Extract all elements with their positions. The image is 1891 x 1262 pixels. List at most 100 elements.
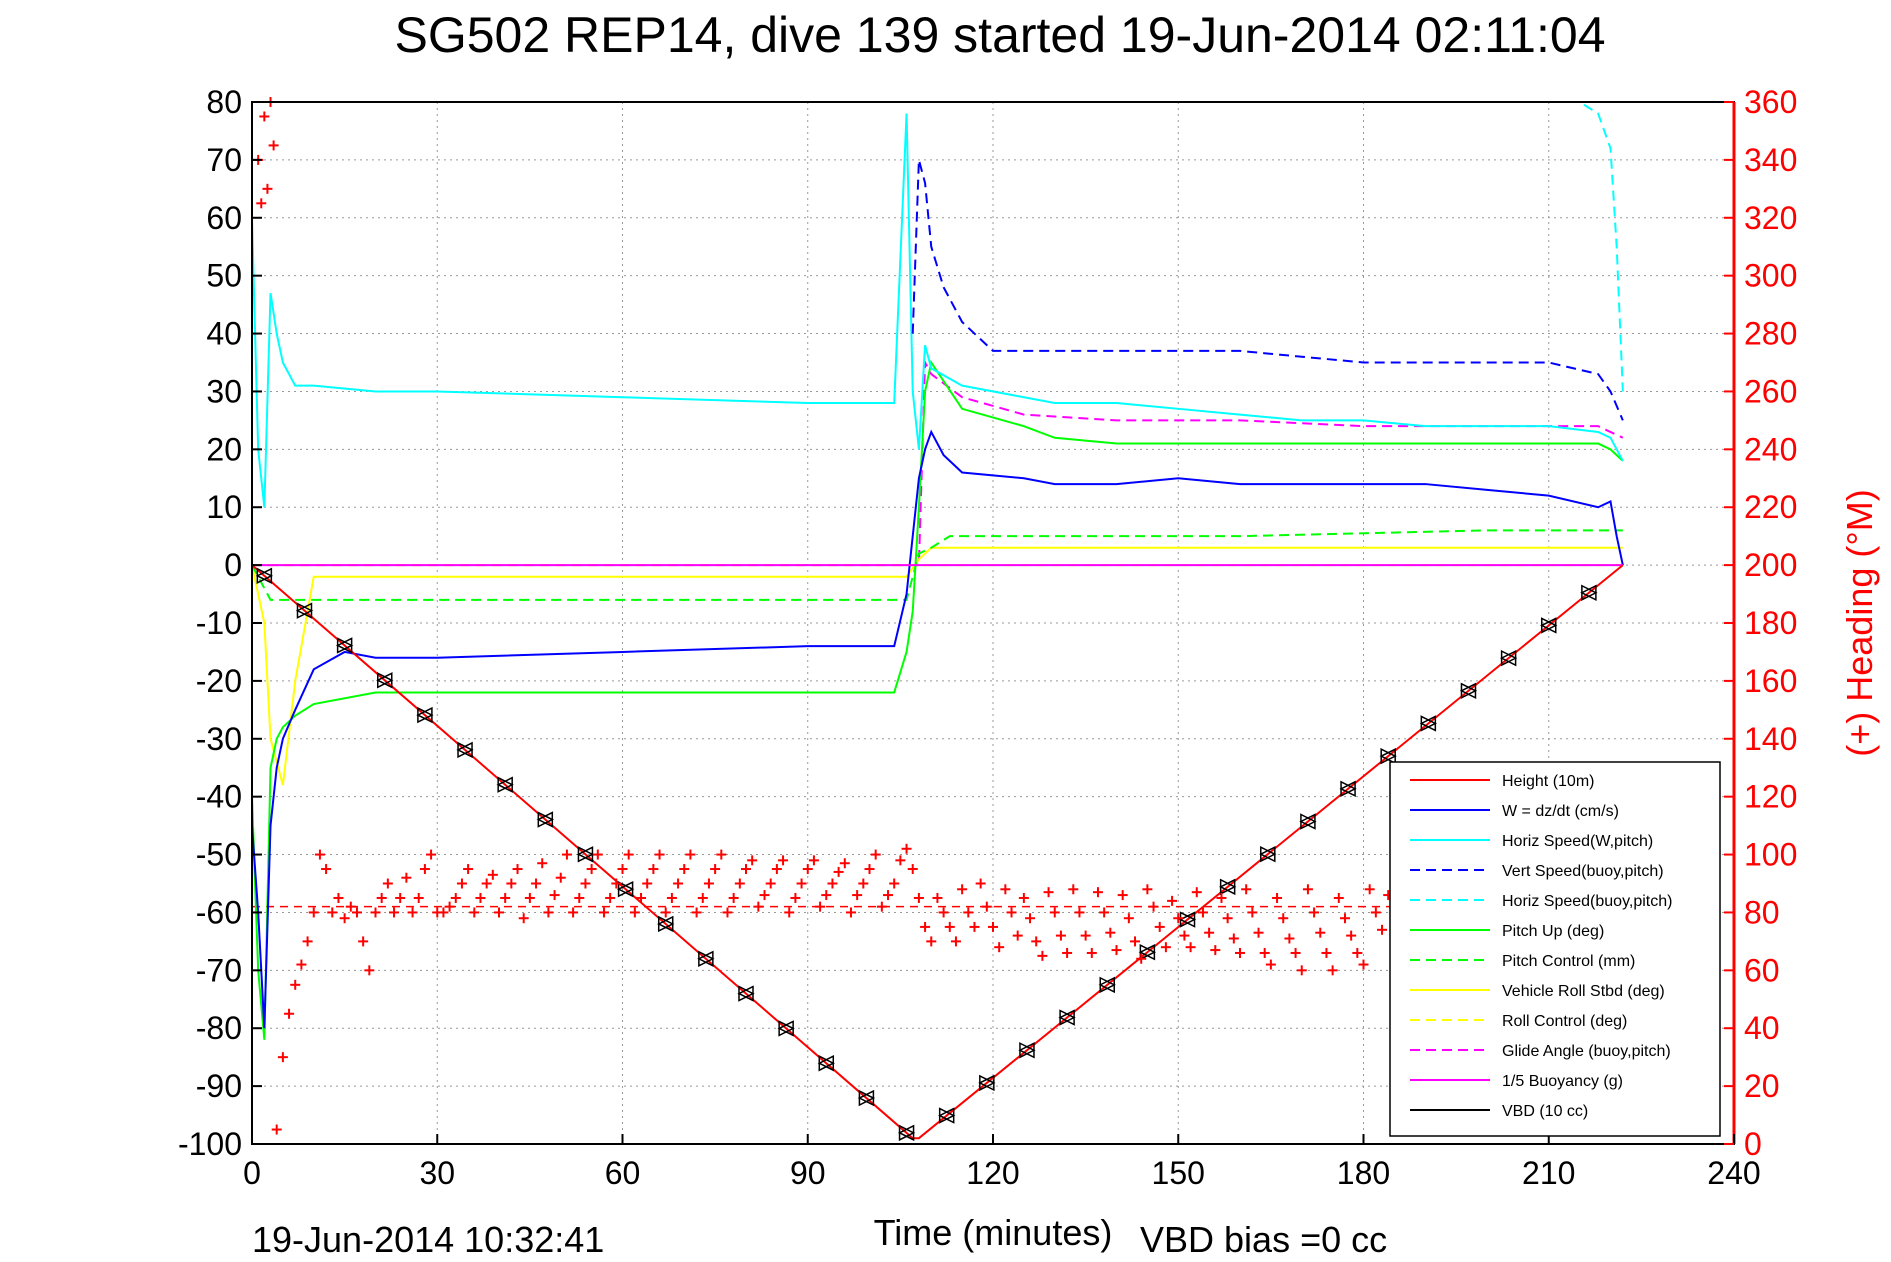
height-marker [295,602,313,619]
y2-tick-label: 80 [1744,894,1780,930]
height-marker [897,1124,915,1142]
legend-label: Roll Control (deg) [1502,1013,1627,1030]
y-tick-label: 20 [206,431,242,467]
y-tick-label: -80 [196,1010,242,1046]
vbd-bias-label: VBD bias =0 cc [1140,1219,1387,1260]
height-marker [576,846,594,863]
y-tick-label: 80 [206,84,242,120]
height-marker [1339,780,1356,798]
y2-tick-label: 320 [1744,200,1797,236]
series-line-horiz-speed-w-pitch [251,113,1624,508]
y2-tick-label: 200 [1744,547,1797,583]
legend: Height (10m) W = dz/dt (cm/s) Horiz Speed(… [1389,761,1721,1137]
height-marker [777,1020,794,1037]
legend-label: Horiz Speed(W,pitch) [1502,833,1653,850]
legend-label: Height (10m) [1502,773,1594,790]
legend-box [1389,761,1721,1137]
x-tick-label: 240 [1707,1155,1760,1191]
x-axis-label: Time (minutes) [874,1212,1113,1253]
height-marker [255,567,273,585]
height-marker [1580,584,1597,601]
y-tick-label: 70 [206,142,242,178]
y-tick-label: -90 [196,1068,242,1104]
y-tick-label: -50 [196,837,242,873]
y2-tick-label: 20 [1744,1068,1780,1104]
x-tick-label: 210 [1522,1155,1575,1191]
height-marker [1499,649,1517,667]
y-tick-label: -20 [196,663,242,699]
height-marker [496,776,513,793]
legend-label: VBD (10 cc) [1502,1103,1588,1120]
height-marker [616,880,634,898]
legend-label: Pitch Up (deg) [1502,923,1604,940]
series-line-vehicle-roll-stbd-deg [251,546,1623,786]
series-line-pitch-up-deg [251,359,1624,1040]
height-marker [1419,715,1437,732]
y2-tick-label: 180 [1744,605,1797,641]
legend-label: W = dz/dt (cm/s) [1502,803,1619,820]
y2-axis-ticks: 3603403203002802602402202001801601401201… [1724,84,1797,1162]
legend-label: Glide Angle (buoy,pitch) [1502,1043,1671,1060]
y2-tick-label: 260 [1744,373,1797,409]
height-marker [1540,617,1557,634]
y-tick-label: 0 [224,547,242,583]
markers-layer [253,97,1598,1142]
height-marker [817,1055,835,1072]
y2-tick-label: 160 [1744,663,1797,699]
height-marker [1299,813,1316,830]
y2-tick-label: 340 [1744,142,1797,178]
height-marker [978,1074,995,1092]
height-marker [416,706,433,724]
y-tick-label: 30 [206,373,242,409]
y-tick-label: -100 [178,1126,242,1162]
y-tick-label: 60 [206,200,242,236]
x-axis-ticks: 0 30 60 90 120 150 180 210 240 [243,1134,1761,1191]
y2-tick-label: 280 [1744,316,1797,352]
y-tick-label: -70 [196,952,242,988]
height-marker [376,672,393,689]
x-tick-label: 0 [243,1155,261,1191]
series-line-w-dz-dt-cm-s [251,429,1624,1029]
y2-tick-label: 60 [1744,952,1780,988]
y-tick-label: -10 [196,605,242,641]
y2-tick-label: 0 [1744,1126,1762,1162]
legend-label: Horiz Speed(buoy,pitch) [1502,893,1672,910]
y-tick-label: 50 [206,258,242,294]
chart-title: SG502 REP14, dive 139 started 19-Jun-201… [394,7,1605,63]
height-marker [1098,976,1115,994]
height-marker [1018,1042,1035,1059]
legend-label: Vehicle Roll Stbd (deg) [1502,983,1665,1000]
height-marker [1379,747,1396,765]
height-marker [335,637,353,654]
series-line-vert-speed-buoy-pitch [911,159,1624,421]
y2-tick-label: 40 [1744,1010,1780,1046]
y-tick-label: 40 [206,316,242,352]
height-marker [1259,845,1276,863]
x-tick-label: 90 [790,1155,826,1191]
height-marker [737,985,754,1002]
y2-tick-label: 300 [1744,258,1797,294]
height-marker [536,811,554,828]
y-tick-label: -40 [196,779,242,815]
y-tick-label: -30 [196,721,242,757]
height-marker [1218,878,1236,896]
height-marker [456,741,473,759]
x-tick-label: 120 [966,1155,1019,1191]
height-marker [857,1089,875,1107]
y-tick-label: -60 [196,894,242,930]
y-axis-ticks: 80 70 60 50 40 30 20 10 0 -10 -20 -30 -40 -50 -60 -70 -8… [178,84,262,1162]
height-marker [657,915,674,933]
y2-tick-label: 140 [1744,721,1797,757]
legend-label: Vert Speed(buoy,pitch) [1502,863,1664,880]
x-tick-label: 30 [419,1155,455,1191]
height-marker [1138,943,1156,961]
y2-tick-label: 240 [1744,431,1797,467]
height-marker [1178,911,1196,928]
y2-axis-label: (+) Heading (°M) [1839,489,1880,756]
height-marker [1058,1009,1075,1026]
x-tick-label: 180 [1337,1155,1390,1191]
height-marker [697,950,714,967]
x-tick-label: 150 [1152,1155,1205,1191]
legend-label: Pitch Control (mm) [1502,953,1635,970]
